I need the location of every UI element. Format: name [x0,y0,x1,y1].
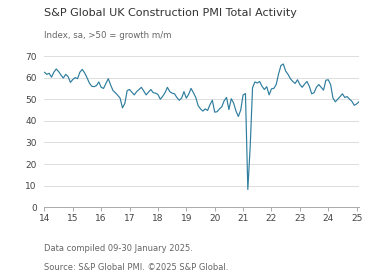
Text: Data compiled 09-30 January 2025.: Data compiled 09-30 January 2025. [44,244,193,253]
Text: Source: S&P Global PMI. ©2025 S&P Global.: Source: S&P Global PMI. ©2025 S&P Global… [44,263,229,272]
Text: S&P Global UK Construction PMI Total Activity: S&P Global UK Construction PMI Total Act… [44,8,297,18]
Text: Index, sa, >50 = growth m/m: Index, sa, >50 = growth m/m [44,31,172,40]
